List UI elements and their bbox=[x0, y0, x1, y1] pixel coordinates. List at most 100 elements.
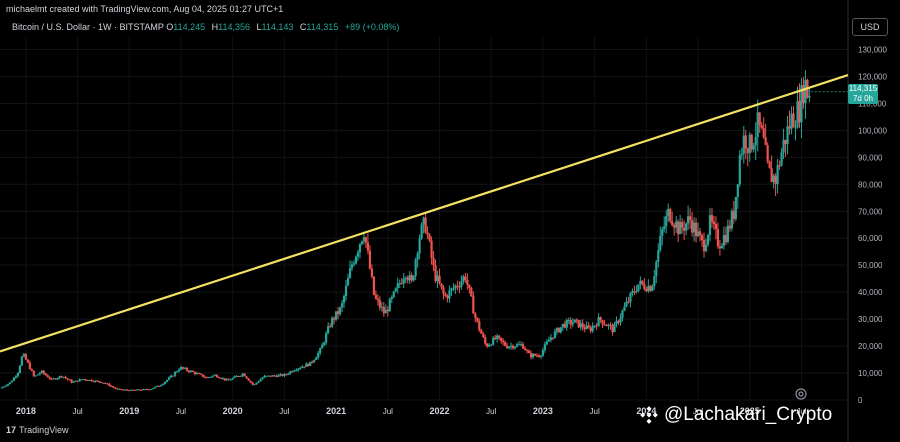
candle-body bbox=[360, 241, 364, 245]
candle-body bbox=[197, 373, 200, 375]
candle-body bbox=[126, 389, 129, 391]
candle-body bbox=[583, 327, 586, 330]
candle-body bbox=[780, 152, 783, 166]
candle-body bbox=[352, 263, 356, 265]
candle-body bbox=[615, 320, 618, 324]
y-tick-label: 20,000 bbox=[858, 342, 883, 351]
candle-body bbox=[537, 355, 541, 357]
candle-body bbox=[424, 217, 427, 233]
candle-body bbox=[106, 383, 109, 385]
candle-body bbox=[426, 232, 429, 235]
candle-body bbox=[474, 313, 477, 318]
candle-body bbox=[683, 227, 686, 231]
candle-body bbox=[593, 325, 596, 327]
candle-body bbox=[263, 375, 266, 378]
candle-body bbox=[736, 184, 739, 197]
candle-body bbox=[225, 379, 228, 381]
candle-body bbox=[452, 288, 455, 290]
candle-body bbox=[603, 324, 606, 326]
candle-body bbox=[283, 374, 286, 376]
candle-body bbox=[140, 389, 143, 391]
candle-body bbox=[301, 366, 304, 368]
candle-body bbox=[490, 344, 493, 346]
candle-body bbox=[122, 389, 125, 391]
candle-body bbox=[255, 382, 258, 385]
candle-body bbox=[90, 379, 93, 382]
candle-body bbox=[681, 222, 684, 228]
x-tick-label: Jul bbox=[796, 407, 806, 416]
candle-body bbox=[12, 377, 16, 381]
candle-body bbox=[8, 382, 12, 384]
candle-body bbox=[275, 375, 278, 377]
x-tick-label: 2024 bbox=[636, 406, 656, 416]
candle-body bbox=[173, 372, 177, 376]
candle-body bbox=[659, 235, 662, 251]
candle-body bbox=[183, 368, 187, 370]
candle-body bbox=[82, 379, 85, 381]
candle-body bbox=[307, 363, 310, 367]
candle-body bbox=[34, 375, 37, 377]
candle-body bbox=[388, 299, 391, 312]
candle-body bbox=[458, 286, 461, 288]
candle-body bbox=[203, 376, 206, 378]
candle-body bbox=[533, 353, 537, 356]
candle-body bbox=[561, 323, 564, 328]
candle-body bbox=[412, 275, 415, 281]
candle-body bbox=[167, 377, 171, 380]
candle-body bbox=[265, 375, 268, 377]
x-tick-label: Jul bbox=[72, 407, 82, 416]
candle-body bbox=[460, 281, 463, 287]
candle-body bbox=[100, 382, 103, 384]
candle-body bbox=[430, 240, 433, 258]
watermark: @Lachakari_Crypto bbox=[640, 404, 832, 426]
candle-body bbox=[333, 317, 336, 320]
candle-body bbox=[338, 307, 342, 315]
candle-body bbox=[130, 389, 133, 391]
candle-body bbox=[547, 340, 550, 342]
candle-body bbox=[517, 344, 521, 346]
candle-body bbox=[223, 378, 226, 381]
candle-body bbox=[233, 376, 236, 378]
y-tick-label: 10,000 bbox=[858, 369, 883, 378]
candle-body bbox=[14, 376, 18, 378]
candle-body bbox=[346, 277, 350, 286]
candle-body bbox=[742, 135, 745, 154]
candle-body bbox=[148, 389, 151, 391]
candle-body bbox=[150, 389, 153, 391]
x-tick-label: Jul bbox=[176, 407, 186, 416]
symbol-name[interactable]: Bitcoin / U.S. Dollar · 1W · BITSTAMP bbox=[12, 22, 164, 32]
candle-body bbox=[340, 303, 344, 308]
candle-body bbox=[710, 215, 714, 222]
candle-body bbox=[374, 294, 377, 299]
candle-body bbox=[712, 221, 716, 224]
candle-body bbox=[88, 379, 91, 381]
candle-body bbox=[372, 276, 375, 295]
currency-selector[interactable]: USD bbox=[852, 18, 888, 36]
candle-body bbox=[454, 285, 457, 289]
candle-body bbox=[639, 280, 642, 285]
x-tick-label: Jul bbox=[693, 407, 703, 416]
settings-icon[interactable] bbox=[794, 387, 808, 401]
trendline bbox=[0, 74, 849, 353]
candle-body bbox=[796, 100, 799, 128]
candle-body bbox=[241, 373, 244, 376]
candle-body bbox=[104, 382, 107, 384]
last-price: 114,315 bbox=[848, 84, 878, 93]
candle-body bbox=[237, 376, 240, 378]
candle-body bbox=[313, 359, 316, 363]
candle-body bbox=[370, 268, 373, 277]
candle-body bbox=[726, 225, 729, 243]
candle-body bbox=[476, 317, 479, 322]
candle-body bbox=[378, 300, 381, 308]
candle-body bbox=[482, 333, 485, 338]
candle-body bbox=[267, 375, 270, 377]
candle-body bbox=[527, 350, 531, 354]
candle-body bbox=[647, 285, 650, 292]
footer-brand[interactable]: 17 TradingView bbox=[6, 425, 69, 435]
candle-body bbox=[778, 165, 781, 167]
candle-body bbox=[704, 244, 708, 252]
candle-body bbox=[418, 238, 421, 254]
y-tick-label: 60,000 bbox=[858, 234, 883, 243]
candle-body bbox=[128, 390, 131, 392]
